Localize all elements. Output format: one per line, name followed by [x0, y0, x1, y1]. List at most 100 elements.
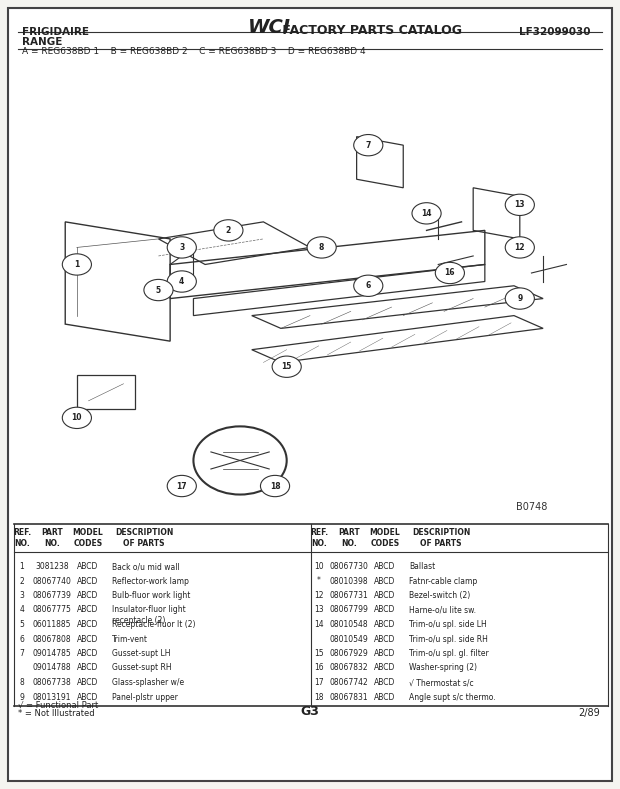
Text: ABCD: ABCD	[78, 693, 99, 701]
Text: 16: 16	[314, 664, 324, 672]
Text: 08067832: 08067832	[330, 664, 368, 672]
Text: ABCD: ABCD	[78, 649, 99, 658]
Text: 5: 5	[156, 286, 161, 294]
Circle shape	[144, 279, 173, 301]
Text: FRIGIDAIRE: FRIGIDAIRE	[22, 27, 89, 37]
Text: 16: 16	[445, 268, 455, 278]
Text: 13: 13	[515, 200, 525, 209]
Text: ABCD: ABCD	[374, 591, 396, 600]
Text: ABCD: ABCD	[374, 577, 396, 585]
Circle shape	[214, 219, 243, 241]
Text: A = REG638BD 1    B = REG638BD 2    C = REG638BD 3    D = REG638BD 4: A = REG638BD 1 B = REG638BD 2 C = REG638…	[22, 47, 366, 56]
Circle shape	[435, 262, 464, 283]
Text: LF32099030: LF32099030	[518, 27, 590, 37]
Text: Bezel-switch (2): Bezel-switch (2)	[409, 591, 470, 600]
Text: ABCD: ABCD	[78, 634, 99, 644]
Text: 06011885: 06011885	[33, 620, 71, 629]
Text: 09014785: 09014785	[33, 649, 71, 658]
Text: Ballast: Ballast	[409, 562, 435, 571]
Text: PART
NO.: PART NO.	[41, 529, 63, 548]
Text: 09014788: 09014788	[33, 664, 71, 672]
Text: REF.
NO.: REF. NO.	[13, 529, 31, 548]
Text: Back o/u mid wall: Back o/u mid wall	[112, 562, 180, 571]
Text: 08067730: 08067730	[330, 562, 368, 571]
Text: Trim-o/u spl. side RH: Trim-o/u spl. side RH	[409, 634, 488, 644]
Text: FACTORY PARTS CATALOG: FACTORY PARTS CATALOG	[278, 24, 462, 37]
Text: ABCD: ABCD	[374, 678, 396, 687]
Text: 08067929: 08067929	[330, 649, 368, 658]
Text: √ Thermostat s/c: √ Thermostat s/c	[409, 678, 474, 687]
Text: ABCD: ABCD	[78, 562, 99, 571]
Text: 12: 12	[314, 591, 324, 600]
Text: 2/89: 2/89	[578, 708, 600, 718]
Text: PART
NO.: PART NO.	[338, 529, 360, 548]
Text: Fatnr-cable clamp: Fatnr-cable clamp	[409, 577, 477, 585]
Text: 08010398: 08010398	[330, 577, 368, 585]
Text: 08067740: 08067740	[33, 577, 71, 585]
Circle shape	[272, 356, 301, 377]
Text: 4: 4	[20, 605, 24, 615]
Text: ABCD: ABCD	[374, 664, 396, 672]
Text: 08067831: 08067831	[330, 693, 368, 701]
Text: Washer-spring (2): Washer-spring (2)	[409, 664, 477, 672]
Text: * = Not Illustrated: * = Not Illustrated	[18, 709, 95, 718]
Circle shape	[505, 237, 534, 258]
Text: 14: 14	[422, 209, 432, 218]
Text: 8: 8	[20, 678, 24, 687]
Text: 9: 9	[20, 693, 24, 701]
Bar	[77, 376, 135, 409]
Text: Trim-o/u spl. side LH: Trim-o/u spl. side LH	[409, 620, 487, 629]
Text: 13: 13	[314, 605, 324, 615]
Text: 7: 7	[20, 649, 24, 658]
Text: 1: 1	[20, 562, 24, 571]
Text: 6: 6	[20, 634, 24, 644]
Text: 12: 12	[515, 243, 525, 252]
Text: 18: 18	[314, 693, 324, 701]
Text: 1: 1	[74, 260, 79, 269]
Text: Gusset-supt LH: Gusset-supt LH	[112, 649, 170, 658]
Text: *: *	[317, 577, 321, 585]
Circle shape	[307, 237, 336, 258]
Text: 6: 6	[366, 281, 371, 290]
Text: G3: G3	[301, 705, 319, 718]
Text: 15: 15	[281, 362, 292, 372]
Text: 08067742: 08067742	[330, 678, 368, 687]
Text: Glass-splasher w/e: Glass-splasher w/e	[112, 678, 184, 687]
Text: 08013191: 08013191	[33, 693, 71, 701]
Text: ABCD: ABCD	[78, 605, 99, 615]
Circle shape	[353, 275, 383, 297]
Text: 9: 9	[517, 294, 523, 303]
Text: 5: 5	[20, 620, 24, 629]
Text: √ = Functional Part: √ = Functional Part	[18, 701, 98, 710]
Text: ABCD: ABCD	[374, 634, 396, 644]
Text: MODEL
CODES: MODEL CODES	[73, 529, 104, 548]
Circle shape	[505, 288, 534, 309]
Text: 08067738: 08067738	[33, 678, 71, 687]
Text: ABCD: ABCD	[78, 620, 99, 629]
Text: 08010548: 08010548	[330, 620, 368, 629]
Text: 17: 17	[177, 481, 187, 491]
Text: ABCD: ABCD	[374, 562, 396, 571]
Text: ABCD: ABCD	[374, 620, 396, 629]
Text: 08067799: 08067799	[330, 605, 368, 615]
Text: Reflector-work lamp: Reflector-work lamp	[112, 577, 189, 585]
Text: Angle supt s/c thermo.: Angle supt s/c thermo.	[409, 693, 495, 701]
Text: ABCD: ABCD	[78, 591, 99, 600]
Text: RANGE: RANGE	[22, 37, 63, 47]
Text: Receptacle-fluor lt (2): Receptacle-fluor lt (2)	[112, 620, 195, 629]
Text: MODEL
CODES: MODEL CODES	[370, 529, 401, 548]
Text: 08067731: 08067731	[330, 591, 368, 600]
Text: ABCD: ABCD	[78, 577, 99, 585]
Circle shape	[62, 254, 92, 275]
Text: 3081238: 3081238	[35, 562, 69, 571]
Text: WCI: WCI	[248, 18, 291, 37]
Text: ABCD: ABCD	[78, 678, 99, 687]
Text: 10: 10	[314, 562, 324, 571]
Text: 08067739: 08067739	[33, 591, 71, 600]
Text: 2: 2	[226, 226, 231, 235]
Text: 15: 15	[314, 649, 324, 658]
Text: Trim-o/u spl. gl. filter: Trim-o/u spl. gl. filter	[409, 649, 489, 658]
Text: 7: 7	[366, 140, 371, 150]
Text: Trim-vent: Trim-vent	[112, 634, 148, 644]
Text: DESCRIPTION
OF PARTS: DESCRIPTION OF PARTS	[115, 529, 173, 548]
